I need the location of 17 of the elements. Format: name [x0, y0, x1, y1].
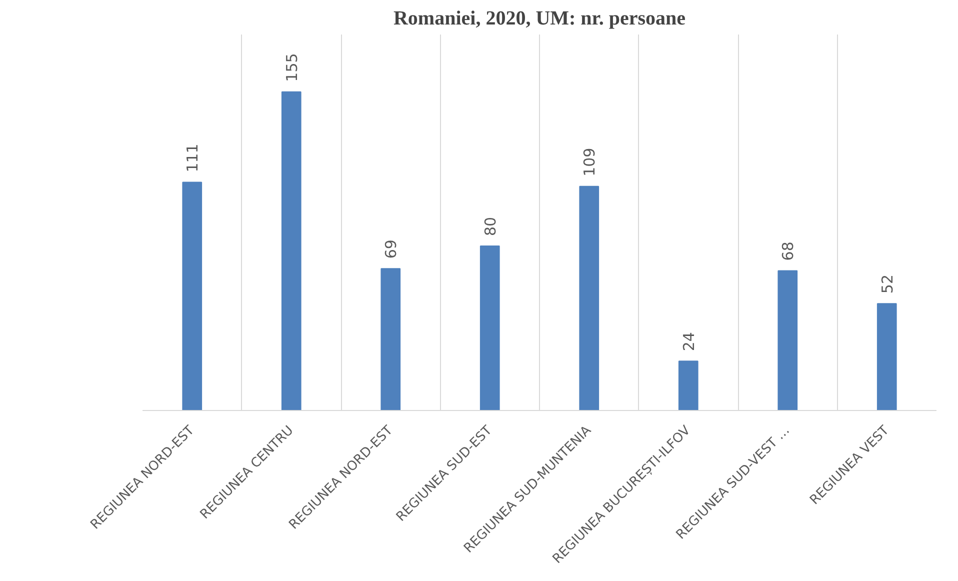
bar	[876, 303, 897, 410]
data-label: 111	[184, 144, 202, 172]
bar	[480, 246, 500, 410]
bar	[678, 360, 698, 410]
bar	[778, 270, 798, 410]
bar	[182, 182, 202, 410]
bar	[281, 91, 302, 410]
bar	[579, 186, 600, 410]
data-label: 68	[779, 242, 798, 261]
data-label: 109	[580, 148, 599, 176]
chart-title: Romaniei, 2020, UM: nr. persoane	[393, 8, 686, 30]
bar	[380, 268, 401, 410]
data-label: 24	[680, 332, 698, 352]
data-label: 155	[282, 53, 301, 82]
data-label: 80	[481, 216, 500, 236]
data-label: 69	[382, 240, 400, 259]
data-label: 52	[878, 274, 896, 294]
